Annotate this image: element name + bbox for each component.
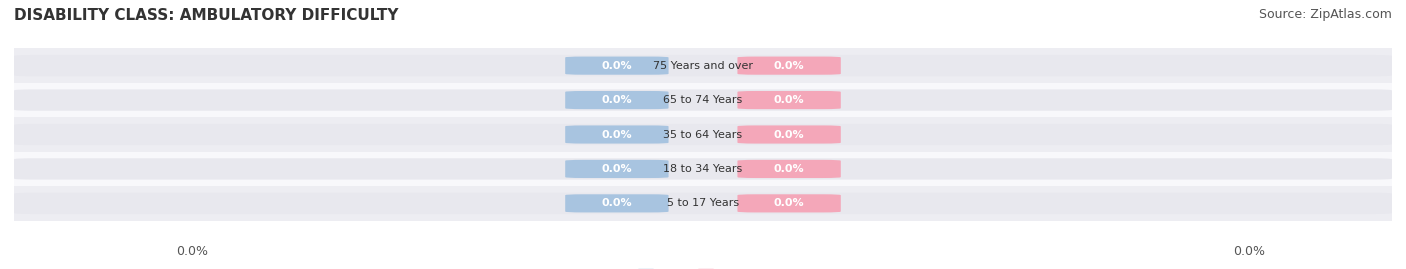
- Text: 35 to 64 Years: 35 to 64 Years: [664, 129, 742, 140]
- Text: 0.0%: 0.0%: [602, 95, 633, 105]
- Text: 0.0%: 0.0%: [1233, 245, 1265, 258]
- Text: 0.0%: 0.0%: [176, 245, 208, 258]
- Text: 0.0%: 0.0%: [773, 129, 804, 140]
- FancyBboxPatch shape: [738, 194, 841, 213]
- FancyBboxPatch shape: [565, 160, 669, 178]
- Text: 5 to 17 Years: 5 to 17 Years: [666, 198, 740, 208]
- Text: 18 to 34 Years: 18 to 34 Years: [664, 164, 742, 174]
- Text: 0.0%: 0.0%: [773, 95, 804, 105]
- FancyBboxPatch shape: [738, 160, 841, 178]
- Bar: [14, 83, 1392, 117]
- Bar: [14, 117, 1392, 152]
- FancyBboxPatch shape: [565, 194, 669, 213]
- Bar: [14, 48, 1392, 83]
- Text: 0.0%: 0.0%: [602, 198, 633, 208]
- Text: 0.0%: 0.0%: [773, 164, 804, 174]
- Text: 0.0%: 0.0%: [602, 61, 633, 71]
- Text: Source: ZipAtlas.com: Source: ZipAtlas.com: [1258, 8, 1392, 21]
- Text: 0.0%: 0.0%: [773, 198, 804, 208]
- FancyBboxPatch shape: [565, 125, 669, 144]
- FancyBboxPatch shape: [565, 91, 669, 109]
- Text: 0.0%: 0.0%: [602, 129, 633, 140]
- Legend: Male, Female: Male, Female: [633, 264, 773, 269]
- FancyBboxPatch shape: [738, 56, 841, 75]
- Text: 75 Years and over: 75 Years and over: [652, 61, 754, 71]
- Bar: [14, 186, 1392, 221]
- FancyBboxPatch shape: [738, 91, 841, 109]
- FancyBboxPatch shape: [14, 55, 1392, 76]
- Bar: [14, 152, 1392, 186]
- FancyBboxPatch shape: [14, 158, 1392, 180]
- Text: 0.0%: 0.0%: [773, 61, 804, 71]
- FancyBboxPatch shape: [14, 89, 1392, 111]
- FancyBboxPatch shape: [738, 125, 841, 144]
- Text: 0.0%: 0.0%: [602, 164, 633, 174]
- Text: DISABILITY CLASS: AMBULATORY DIFFICULTY: DISABILITY CLASS: AMBULATORY DIFFICULTY: [14, 8, 398, 23]
- FancyBboxPatch shape: [14, 124, 1392, 145]
- FancyBboxPatch shape: [565, 56, 669, 75]
- Text: 65 to 74 Years: 65 to 74 Years: [664, 95, 742, 105]
- FancyBboxPatch shape: [14, 193, 1392, 214]
